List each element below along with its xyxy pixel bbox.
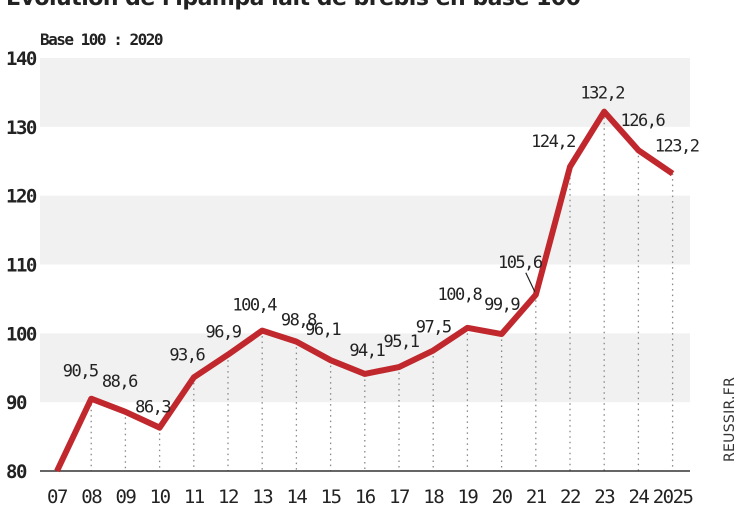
x-tick-label: 10: [150, 486, 171, 508]
data-label: 126,6: [621, 111, 666, 131]
x-tick-label: 16: [355, 486, 376, 508]
data-label: 105,6: [498, 253, 543, 273]
x-tick-label: 2025: [653, 486, 693, 508]
y-tick-label: 90: [6, 392, 27, 414]
data-label: 132,2: [580, 84, 624, 104]
data-label: 100,4: [232, 296, 277, 316]
y-tick-label: 100: [6, 323, 37, 345]
data-label: 124,2: [531, 132, 575, 152]
x-tick-label: 20: [492, 486, 513, 508]
chart-subtitle: Base 100 : 2020: [40, 30, 164, 49]
data-label: 98,8: [281, 311, 317, 331]
data-label: 93,6: [169, 345, 205, 365]
x-tick-label: 12: [218, 486, 238, 508]
x-tick-label: 13: [252, 486, 273, 508]
grid-band: [40, 58, 690, 127]
data-label: 123,2: [655, 137, 699, 157]
data-label: 90,5: [63, 362, 98, 382]
x-tick-label: 18: [423, 486, 444, 508]
data-label: 99,9: [484, 295, 520, 315]
y-tick-label: 130: [6, 117, 37, 139]
x-tick-label: 14: [286, 486, 307, 508]
x-tick-label: 24: [628, 486, 649, 508]
data-label: 97,5: [416, 318, 451, 338]
x-tick-label: 11: [184, 486, 205, 508]
x-tick-label: 22: [560, 486, 580, 508]
x-tick-label: 21: [526, 486, 547, 508]
x-tick-label: 17: [389, 486, 410, 508]
x-tick-label: 19: [457, 486, 478, 508]
data-label: 100,8: [438, 285, 483, 305]
label-leader-line: [525, 272, 536, 293]
data-label: 88,6: [102, 372, 138, 392]
grid-band: [40, 195, 690, 265]
data-label: 94,1: [349, 341, 385, 361]
y-tick-label: 140: [6, 48, 37, 70]
x-tick-label: 07: [47, 486, 68, 508]
y-tick-label: 120: [6, 186, 37, 208]
chart-title: Evolution de l'ipampa lait de brebis en …: [6, 0, 581, 11]
x-tick-label: 09: [115, 486, 136, 508]
data-label: 96,1: [305, 320, 341, 340]
x-tick-label: 23: [594, 486, 615, 508]
data-label: 96,9: [206, 323, 242, 343]
x-tick-label: 08: [81, 486, 102, 508]
y-tick-label: 110: [6, 255, 37, 277]
x-tick-label: 15: [321, 486, 341, 508]
y-tick-label: 80: [6, 461, 27, 483]
data-label: 86,3: [135, 398, 170, 418]
data-label: 95,1: [384, 332, 420, 352]
